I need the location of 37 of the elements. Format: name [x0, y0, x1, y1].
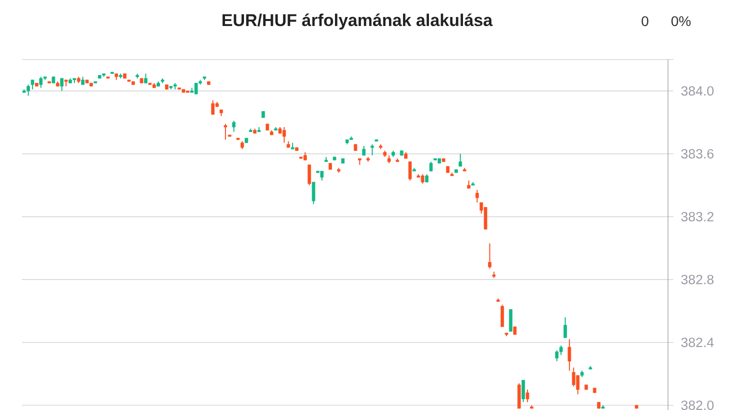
candlestick: [308, 164, 312, 186]
y-tick-label: 384.0: [681, 86, 714, 96]
candlestick: [232, 120, 236, 132]
candlestick: [312, 182, 316, 205]
text: 0: [642, 16, 648, 26]
candlestick: [458, 153, 462, 167]
chart-title: EUR/HUF árfolyamának alakulása: [222, 14, 493, 30]
candlestick: [144, 73, 148, 84]
candlestick: [224, 123, 228, 140]
candlestick: [39, 76, 43, 88]
candlestick: [509, 308, 512, 332]
y-tick-label: 382.0: [681, 400, 714, 410]
candlestick: [194, 82, 198, 95]
candlestick: [320, 170, 324, 182]
candlestick: [420, 174, 424, 184]
candlestick: [211, 100, 215, 115]
candlestick: [517, 382, 521, 409]
candlestick: [522, 380, 525, 403]
y-tick-label: 383.2: [681, 212, 714, 222]
candlestick: [555, 350, 559, 362]
candlestick: [60, 78, 64, 92]
candlestick: [526, 389, 530, 403]
candlestick: [576, 374, 580, 395]
text: 0%: [671, 16, 691, 26]
candlestick: [488, 242, 492, 270]
candlestick: [475, 189, 479, 204]
candlestick: [408, 161, 412, 182]
y-tick-label: 382.8: [681, 274, 714, 284]
y-tick-label: 383.6: [681, 149, 714, 159]
candlestick: [568, 338, 572, 372]
candlestick: [362, 145, 366, 156]
candlestick: [429, 161, 433, 172]
y-tick-label: 382.4: [681, 338, 714, 348]
candlestick: [370, 144, 374, 156]
candlestick: [500, 304, 504, 328]
candlestick: [564, 316, 567, 338]
candlestick: [572, 367, 576, 387]
